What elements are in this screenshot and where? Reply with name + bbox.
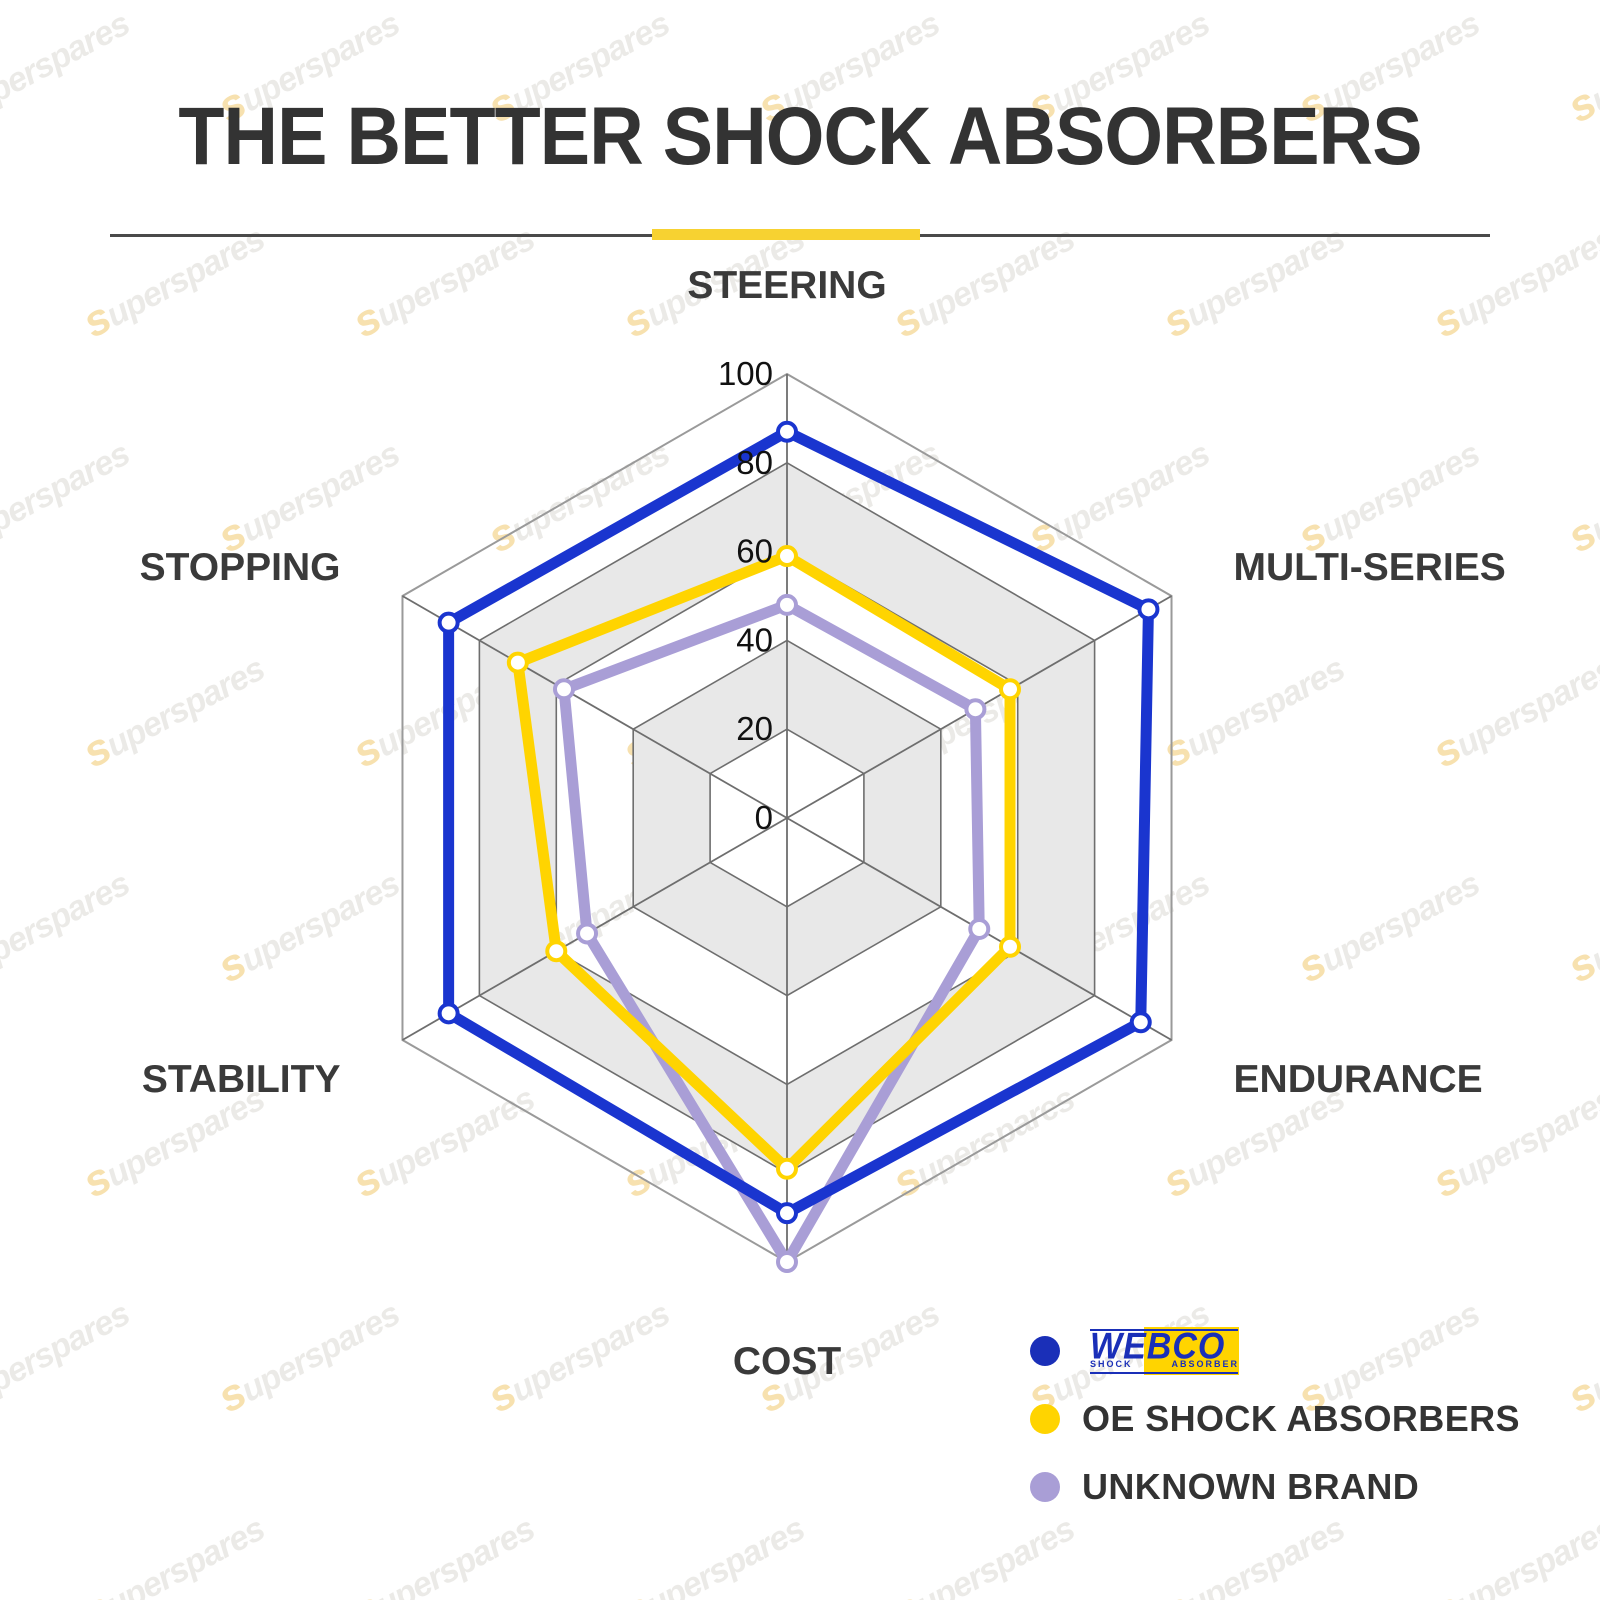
radar-data-point[interactable] <box>776 1202 798 1225</box>
radar-data-point[interactable] <box>545 940 568 963</box>
header: THE BETTER SHOCK ABSORBERS <box>0 96 1600 178</box>
radar-axis-spoke <box>402 595 788 819</box>
chart-legend: WEBCO SHOCK ABSORBER OE SHOCK ABSORBERS … <box>1030 1320 1550 1524</box>
webco-logo-rule-bottom <box>1090 1372 1238 1374</box>
legend-item-webco[interactable]: WEBCO SHOCK ABSORBER <box>1030 1320 1550 1382</box>
radar-series-layer <box>437 420 1160 1273</box>
radar-tick-label: 40 <box>736 621 773 658</box>
radar-axis-label: STEERING <box>687 264 886 307</box>
webco-logo-wordmark: WEBCO <box>1090 1327 1226 1368</box>
radar-data-point[interactable] <box>999 935 1022 958</box>
radar-data-point[interactable] <box>506 651 529 674</box>
legend-item-unknown[interactable]: UNKNOWN BRAND <box>1030 1456 1550 1518</box>
radar-tick-label: 80 <box>736 444 773 481</box>
radar-tick-label: 100 <box>718 355 773 392</box>
radar-data-point[interactable] <box>964 698 987 721</box>
webco-logo-subtitle: SHOCK ABSORBER <box>1090 1359 1239 1369</box>
legend-label-oe: OE SHOCK ABSORBERS <box>1082 1398 1520 1439</box>
legend-swatch-oe <box>1030 1404 1060 1434</box>
radar-axis-labels: STEERING MULTI-SERIES ENDURANCE COST STABILI… <box>140 264 1506 1383</box>
radar-data-point[interactable] <box>576 922 599 945</box>
radar-data-point[interactable] <box>776 545 798 568</box>
radar-data-point[interactable] <box>1137 598 1160 621</box>
webco-logo-highlight <box>1144 1327 1239 1375</box>
radar-axis-label: STOPPING <box>140 546 341 589</box>
radar-data-point[interactable] <box>1129 1011 1152 1034</box>
radar-data-point[interactable] <box>776 593 798 616</box>
radar-data-point[interactable] <box>437 1002 460 1025</box>
radar-data-point[interactable] <box>552 678 575 701</box>
legend-item-oe[interactable]: OE SHOCK ABSORBERS <box>1030 1388 1550 1450</box>
radar-data-point[interactable] <box>999 678 1022 701</box>
radar-grid-band <box>633 640 941 996</box>
legend-label-unknown: UNKNOWN BRAND <box>1082 1466 1420 1507</box>
radar-tick-labels: 0 20 40 60 80 100 <box>718 355 773 836</box>
legend-swatch-webco <box>1030 1336 1060 1366</box>
radar-axis-label: COST <box>733 1340 842 1383</box>
legend-swatch-unknown <box>1030 1472 1060 1502</box>
radar-axis-label: MULTI-SERIES <box>1234 546 1506 589</box>
webco-logo: WEBCO SHOCK ABSORBER <box>1082 1327 1239 1375</box>
webco-logo-subtitle-left: SHOCK <box>1090 1359 1133 1369</box>
radar-grid-bands <box>479 462 1095 1174</box>
page-title: THE BETTER SHOCK ABSORBERS <box>178 91 1422 182</box>
radar-axis-label: ENDURANCE <box>1234 1058 1483 1101</box>
webco-logo-rule-top <box>1090 1329 1238 1331</box>
radar-data-point[interactable] <box>776 1157 798 1180</box>
radar-axis-label: STABILITY <box>142 1058 341 1101</box>
webco-logo-subtitle-right: ABSORBER <box>1171 1359 1239 1369</box>
radar-tick-label: 20 <box>736 710 773 747</box>
radar-data-point[interactable] <box>968 918 991 940</box>
radar-data-point[interactable] <box>776 420 798 443</box>
radar-data-point[interactable] <box>437 611 460 634</box>
radar-tick-label: 0 <box>755 799 773 836</box>
radar-data-point[interactable] <box>776 1251 798 1273</box>
title-divider-accent <box>652 229 920 240</box>
radar-tick-label: 60 <box>736 533 773 570</box>
